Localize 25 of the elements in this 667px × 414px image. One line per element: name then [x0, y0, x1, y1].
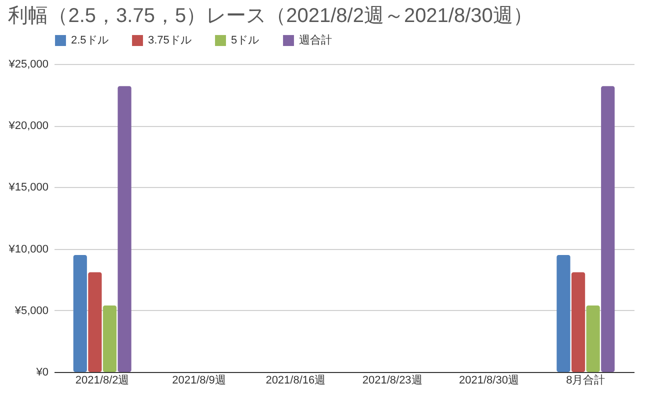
legend-label: 3.75ドル: [148, 34, 192, 47]
y-tick-label: ¥20,000: [8, 120, 48, 132]
y-tick-label: ¥25,000: [8, 58, 48, 70]
bar: [556, 254, 570, 372]
bar: [73, 254, 87, 372]
legend-label: 週合計: [299, 34, 332, 47]
x-tick-label: 8月合計: [566, 374, 606, 386]
legend-label: 2.5ドル: [71, 34, 108, 47]
chart-title: 利幅（2.5，3.75，5）レース（2021/8/2週～2021/8/30週）: [8, 5, 533, 27]
legend-label: 5ドル: [231, 34, 260, 47]
x-tick-label: 2021/8/23週: [362, 374, 422, 386]
y-tick-label: ¥10,000: [8, 243, 48, 256]
bar: [571, 272, 586, 372]
bar: [601, 86, 615, 372]
x-tick-label: 2021/8/9週: [172, 374, 226, 386]
bar: [102, 305, 117, 372]
x-tick-label: 2021/8/16週: [266, 374, 326, 386]
y-tick-label: ¥5,000: [14, 304, 48, 317]
y-tick-label: ¥15,000: [8, 182, 48, 194]
bar: [88, 272, 102, 372]
x-tick-label: 2021/8/30週: [459, 374, 519, 386]
bar: [586, 305, 600, 372]
bar: [118, 86, 132, 372]
x-tick-label: 2021/8/2週: [75, 374, 130, 386]
y-tick-label: ¥0: [35, 366, 48, 378]
